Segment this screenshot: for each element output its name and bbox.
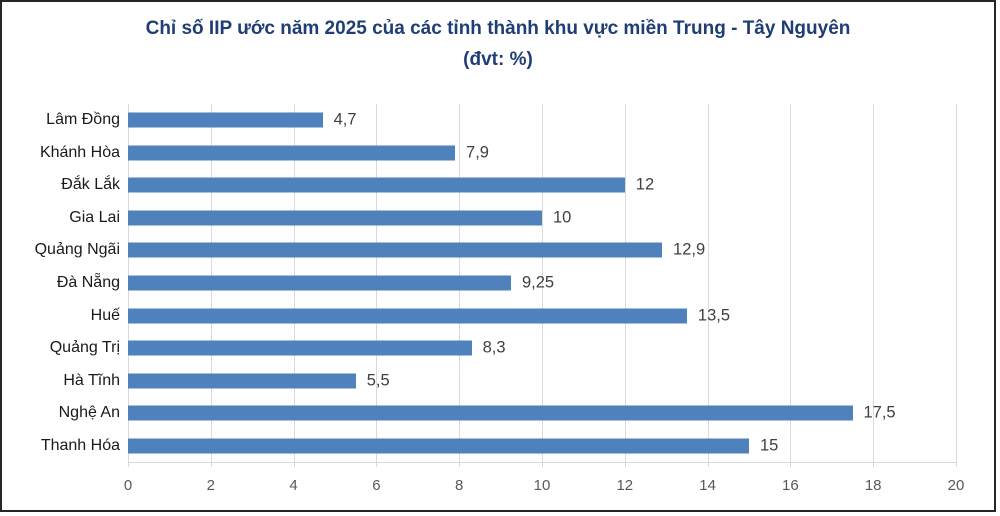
- x-tick-mark: [624, 462, 626, 467]
- value-label: 4,7: [333, 110, 357, 129]
- category-label: Khánh Hòa: [39, 143, 120, 161]
- x-tick-label: 0: [123, 477, 133, 494]
- bar: [128, 405, 853, 421]
- value-label: 8,3: [482, 338, 506, 357]
- x-tick-mark: [956, 462, 957, 467]
- x-gridline: [542, 104, 543, 462]
- bar: [128, 308, 687, 324]
- x-tick-label: 6: [372, 477, 381, 494]
- bar: [128, 373, 356, 389]
- bar: [128, 210, 542, 226]
- x-tick-mark: [873, 462, 875, 467]
- bar: [128, 242, 663, 258]
- x-tick-label: 10: [533, 477, 551, 494]
- x-tick-label: 20: [947, 477, 965, 494]
- category-label: Hà Tĩnh: [63, 371, 120, 389]
- bar: [128, 112, 323, 128]
- x-tick-mark: [459, 462, 461, 467]
- category-label: Gia Lai: [69, 208, 120, 226]
- x-tick-label: 2: [206, 477, 215, 494]
- category-label: Thanh Hóa: [40, 436, 120, 454]
- chart-unit-label: (đvt: %): [463, 49, 533, 70]
- x-gridline: [707, 104, 709, 462]
- chart-title-block: Chỉ số IIP ước năm 2025 của các tỉnh thà…: [2, 13, 994, 75]
- value-label: 9,25: [521, 273, 555, 292]
- category-label: Nghệ An: [58, 404, 120, 422]
- category-label: Huế: [90, 306, 120, 324]
- category-label: Đà Nẵng: [56, 274, 120, 291]
- x-tick-label: 12: [616, 477, 634, 494]
- x-axis-line: [128, 462, 956, 463]
- category-label: Quảng Ngãi: [34, 241, 120, 259]
- plot-area: 4,7 7,9 12 10 12,9 9,25 13,5 8,3 5,5 17,5 15: [128, 104, 957, 467]
- x-tick-mark: [376, 462, 378, 467]
- x-tick-label: 4: [289, 477, 298, 494]
- bar: [128, 145, 456, 161]
- value-label: 13,5: [697, 306, 731, 325]
- x-gridline: [956, 104, 957, 462]
- bar: [128, 340, 472, 356]
- category-label: Quảng Trị: [49, 339, 120, 357]
- value-label: 5,5: [366, 371, 390, 390]
- x-tick-mark: [542, 462, 543, 467]
- x-tick-label: 14: [699, 477, 716, 494]
- x-gridline: [873, 104, 875, 462]
- x-tick-mark: [128, 462, 129, 467]
- value-label: 12,9: [673, 240, 706, 259]
- x-gridline: [624, 104, 626, 462]
- x-tick-label: 8: [455, 477, 464, 494]
- category-label: Đắk Lắk: [61, 176, 120, 194]
- x-tick-mark: [790, 462, 792, 467]
- x-axis-labels: 0 2 4 6 8 10 12 14 16 18 20: [124, 477, 965, 497]
- value-label: 7,9: [466, 143, 489, 162]
- x-tick-label: 16: [782, 477, 799, 494]
- value-label: 15: [760, 436, 779, 455]
- value-label: 12: [635, 175, 655, 194]
- x-tick-mark: [293, 462, 295, 467]
- x-tick-mark: [210, 462, 212, 467]
- category-label: Lâm Đồng: [46, 111, 120, 129]
- bar: [128, 177, 625, 193]
- chart-title: Chỉ số IIP ước năm 2025 của các tỉnh thà…: [145, 18, 851, 39]
- bar: [128, 275, 511, 291]
- x-gridline: [790, 104, 792, 462]
- x-tick-mark: [707, 462, 709, 467]
- value-label: 10: [553, 208, 572, 227]
- x-tick-label: 18: [864, 477, 882, 494]
- value-label: 17,5: [863, 403, 896, 422]
- bar: [128, 438, 749, 454]
- y-axis-labels: Lâm Đồng Khánh Hòa Đắk Lắk Gia Lai Quảng Ngã…: [2, 104, 120, 462]
